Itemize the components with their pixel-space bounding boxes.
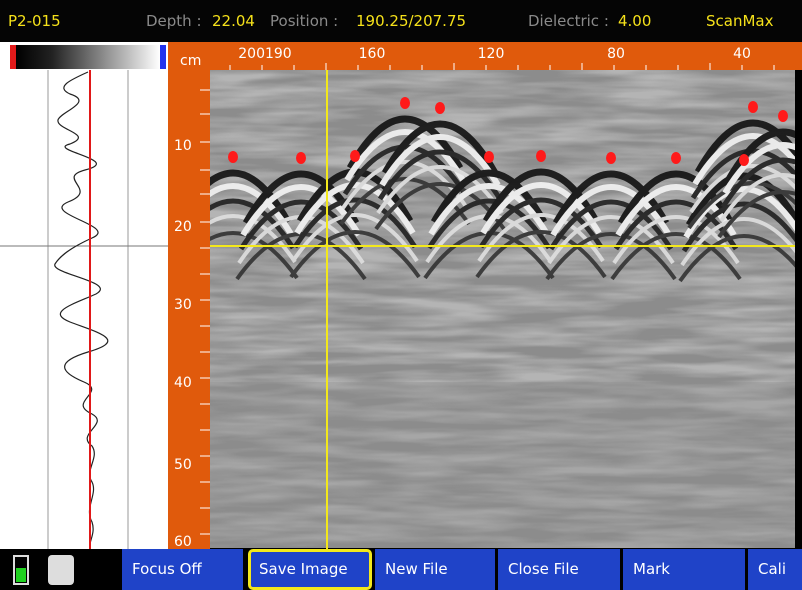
depth-label: Depth : [146, 12, 202, 30]
ruler-label: 160 [359, 46, 386, 62]
toolbar-button[interactable]: Cali [748, 549, 802, 590]
ruler-label: 200190 [238, 46, 291, 62]
status-bar: P2-015 Depth : 22.04 Position : 190.25/2… [0, 0, 802, 42]
toolbar-button[interactable]: New File [375, 549, 495, 590]
toolbar-button[interactable]: Save Image [248, 549, 372, 590]
depth-label: 60 [174, 534, 192, 549]
toolbar-button[interactable]: Close File [498, 549, 620, 590]
radargram [169, 70, 802, 548]
ruler-label: 120 [478, 46, 505, 62]
file-name: P2-015 [8, 12, 61, 30]
battery [13, 555, 29, 585]
color-bar-red [10, 45, 16, 69]
scanner-screen: P2-015 Depth : 22.04 Position : 190.25/2… [0, 0, 802, 590]
trace-panel [0, 70, 168, 549]
position-label: Position : [270, 12, 338, 30]
mode: ScanMax [706, 12, 773, 30]
depth-label: 30 [174, 297, 192, 313]
toolbar-button[interactable]: Mark [623, 549, 745, 590]
ruler-label: 40 [733, 46, 751, 62]
ruler-unit: cm [180, 53, 201, 69]
storage-icon [48, 555, 74, 585]
color-bar-blue [160, 45, 166, 69]
scan-view: cm 200190 160 120 80 40 10 20 30 40 50 60 [0, 42, 802, 549]
dielectric-label: Dielectric : [528, 12, 609, 30]
depth-value: 22.04 [212, 12, 255, 30]
color-bar [16, 45, 160, 69]
depth-label: 40 [174, 375, 192, 391]
dielectric-value: 4.00 [618, 12, 651, 30]
depth-label: 50 [174, 457, 192, 473]
toolbar-button[interactable]: Focus Off [122, 549, 243, 590]
depth-label: 10 [174, 138, 192, 154]
depth-label: 20 [174, 219, 192, 235]
position-value: 190.25/207.75 [356, 12, 466, 30]
ruler-label: 80 [607, 46, 625, 62]
status-icons [0, 549, 122, 590]
